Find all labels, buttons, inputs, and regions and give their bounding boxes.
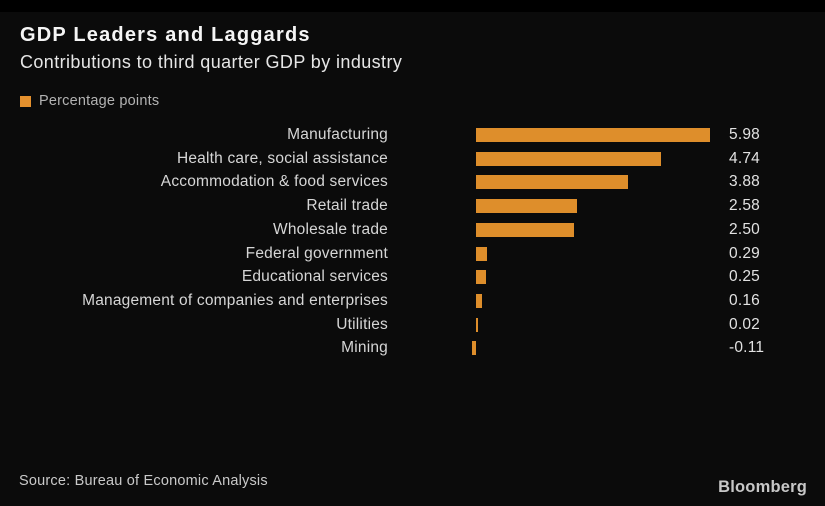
chart-subtitle: Contributions to third quarter GDP by in… bbox=[20, 52, 403, 72]
bar bbox=[476, 199, 577, 214]
category-label: Educational services bbox=[241, 268, 388, 286]
legend-label: Percentage points bbox=[39, 93, 160, 109]
chart-row: Management of companies and enterprises 0… bbox=[0, 289, 825, 313]
legend: Percentage points bbox=[20, 94, 159, 109]
value-label: 0.25 bbox=[729, 268, 760, 286]
value-label: 0.02 bbox=[729, 315, 760, 333]
value-label: 5.98 bbox=[729, 126, 760, 143]
chart-row: Wholesale trade 2.50 bbox=[0, 218, 825, 242]
value-label: 0.29 bbox=[729, 244, 760, 262]
bar bbox=[471, 341, 476, 356]
bar bbox=[476, 175, 628, 190]
bar bbox=[476, 293, 483, 308]
chart-row: Retail trade 2.58 bbox=[0, 194, 825, 218]
legend-swatch-icon bbox=[20, 96, 31, 107]
bar bbox=[476, 270, 486, 285]
category-label: Manufacturing bbox=[287, 126, 388, 143]
top-strip bbox=[0, 0, 825, 12]
chart-row: Health care, social assistance 4.74 bbox=[0, 147, 825, 171]
source-credit: Source: Bureau of Economic Analysis bbox=[19, 473, 268, 489]
bar bbox=[476, 317, 478, 332]
category-label: Wholesale trade bbox=[272, 220, 388, 238]
value-label: 2.50 bbox=[729, 220, 760, 238]
chart-row: Manufacturing 5.98 bbox=[0, 123, 825, 147]
chart-row: Mining -0.11 bbox=[0, 336, 825, 360]
bar bbox=[476, 151, 662, 166]
bar bbox=[476, 246, 488, 261]
value-label: -0.11 bbox=[729, 339, 765, 357]
category-label: Federal government bbox=[245, 244, 388, 262]
chart-row: Federal government 0.29 bbox=[0, 242, 825, 266]
value-label: 2.58 bbox=[729, 197, 760, 215]
bar bbox=[476, 128, 710, 142]
category-label: Retail trade bbox=[306, 197, 388, 215]
value-label: 4.74 bbox=[729, 149, 760, 167]
value-label: 0.16 bbox=[729, 291, 760, 309]
chart-row: Educational services 0.25 bbox=[0, 265, 825, 289]
category-label: Management of companies and enterprises bbox=[82, 291, 388, 309]
chart-row: Accommodation & food services 3.88 bbox=[0, 170, 825, 194]
category-label: Health care, social assistance bbox=[176, 149, 388, 167]
category-label: Utilities bbox=[336, 315, 388, 333]
category-label: Mining bbox=[341, 339, 388, 357]
value-label: 3.88 bbox=[729, 173, 760, 191]
category-label: Accommodation & food services bbox=[160, 173, 388, 191]
bar bbox=[476, 222, 574, 237]
chart-row: Utilities 0.02 bbox=[0, 313, 825, 337]
bloomberg-logo: Bloomberg bbox=[718, 478, 807, 496]
chart-title: GDP Leaders and Laggards bbox=[20, 24, 311, 46]
